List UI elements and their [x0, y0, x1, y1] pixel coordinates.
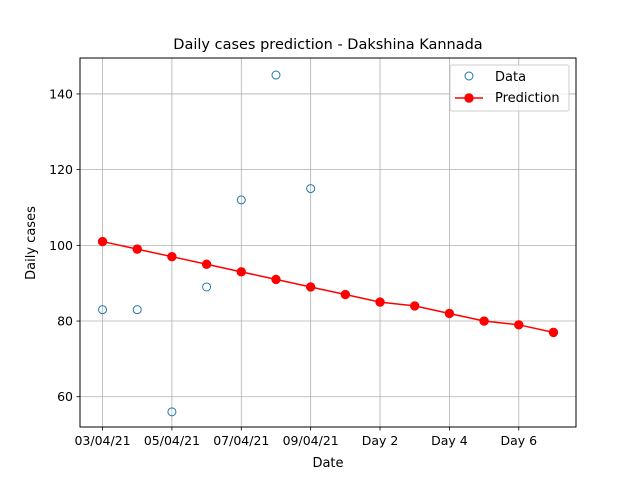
data-point — [132, 305, 142, 315]
y-tick-label: 80 — [57, 314, 73, 329]
y-tick-label: 120 — [49, 162, 73, 177]
data-point — [306, 184, 316, 194]
x-tick-label: Day 4 — [431, 433, 468, 448]
prediction-point — [97, 236, 108, 247]
prediction-point — [201, 259, 212, 269]
y-tick-label: 100 — [49, 238, 73, 253]
prediction-point — [479, 316, 489, 326]
legend-prediction-marker — [464, 93, 474, 103]
prediction-line — [102, 240, 554, 334]
grid — [80, 58, 576, 427]
x-tick-label: 09/04/21 — [283, 433, 339, 448]
y-tick-label: 60 — [57, 389, 73, 404]
data-point — [167, 407, 177, 417]
x-tick-label: 07/04/21 — [213, 433, 269, 448]
plot-frame — [79, 57, 577, 428]
data-point — [236, 195, 246, 205]
x-tick-label: Day 2 — [362, 433, 399, 448]
legend-prediction-label: Prediction — [495, 91, 560, 106]
y-tick-label: 140 — [49, 86, 73, 101]
data-point — [271, 70, 281, 80]
prediction-point — [167, 251, 177, 262]
y-axis-label: Daily cases — [24, 206, 39, 280]
data-point — [202, 282, 212, 292]
ticks: 03/04/21 05/04/21 07/04/21 09/04/21 Day 2 Day… — [49, 86, 537, 448]
prediction-point — [236, 267, 246, 277]
legend-box — [449, 64, 570, 112]
x-tick-label: 03/04/21 — [74, 433, 130, 448]
x-axis-label: Date — [312, 456, 343, 471]
x-tick-label: Day 6 — [500, 433, 537, 448]
prediction-point — [305, 282, 316, 292]
prediction-point — [444, 308, 455, 319]
plot-area — [80, 58, 576, 427]
prediction-point — [410, 301, 420, 311]
legend-data-label: Data — [495, 70, 526, 85]
prediction-point — [375, 297, 385, 307]
chart-title: Daily cases prediction - Dakshina Kannad… — [173, 37, 482, 53]
prediction-point — [132, 244, 142, 254]
prediction-point — [271, 274, 281, 285]
prediction-point — [340, 289, 351, 300]
series-layer — [97, 70, 559, 417]
legend-data-marker — [464, 71, 474, 81]
data-point — [98, 305, 108, 315]
prediction-point — [548, 327, 559, 338]
legend: Data Prediction — [449, 64, 570, 112]
x-tick-label: 05/04/21 — [144, 433, 200, 448]
prediction-point — [514, 320, 524, 330]
